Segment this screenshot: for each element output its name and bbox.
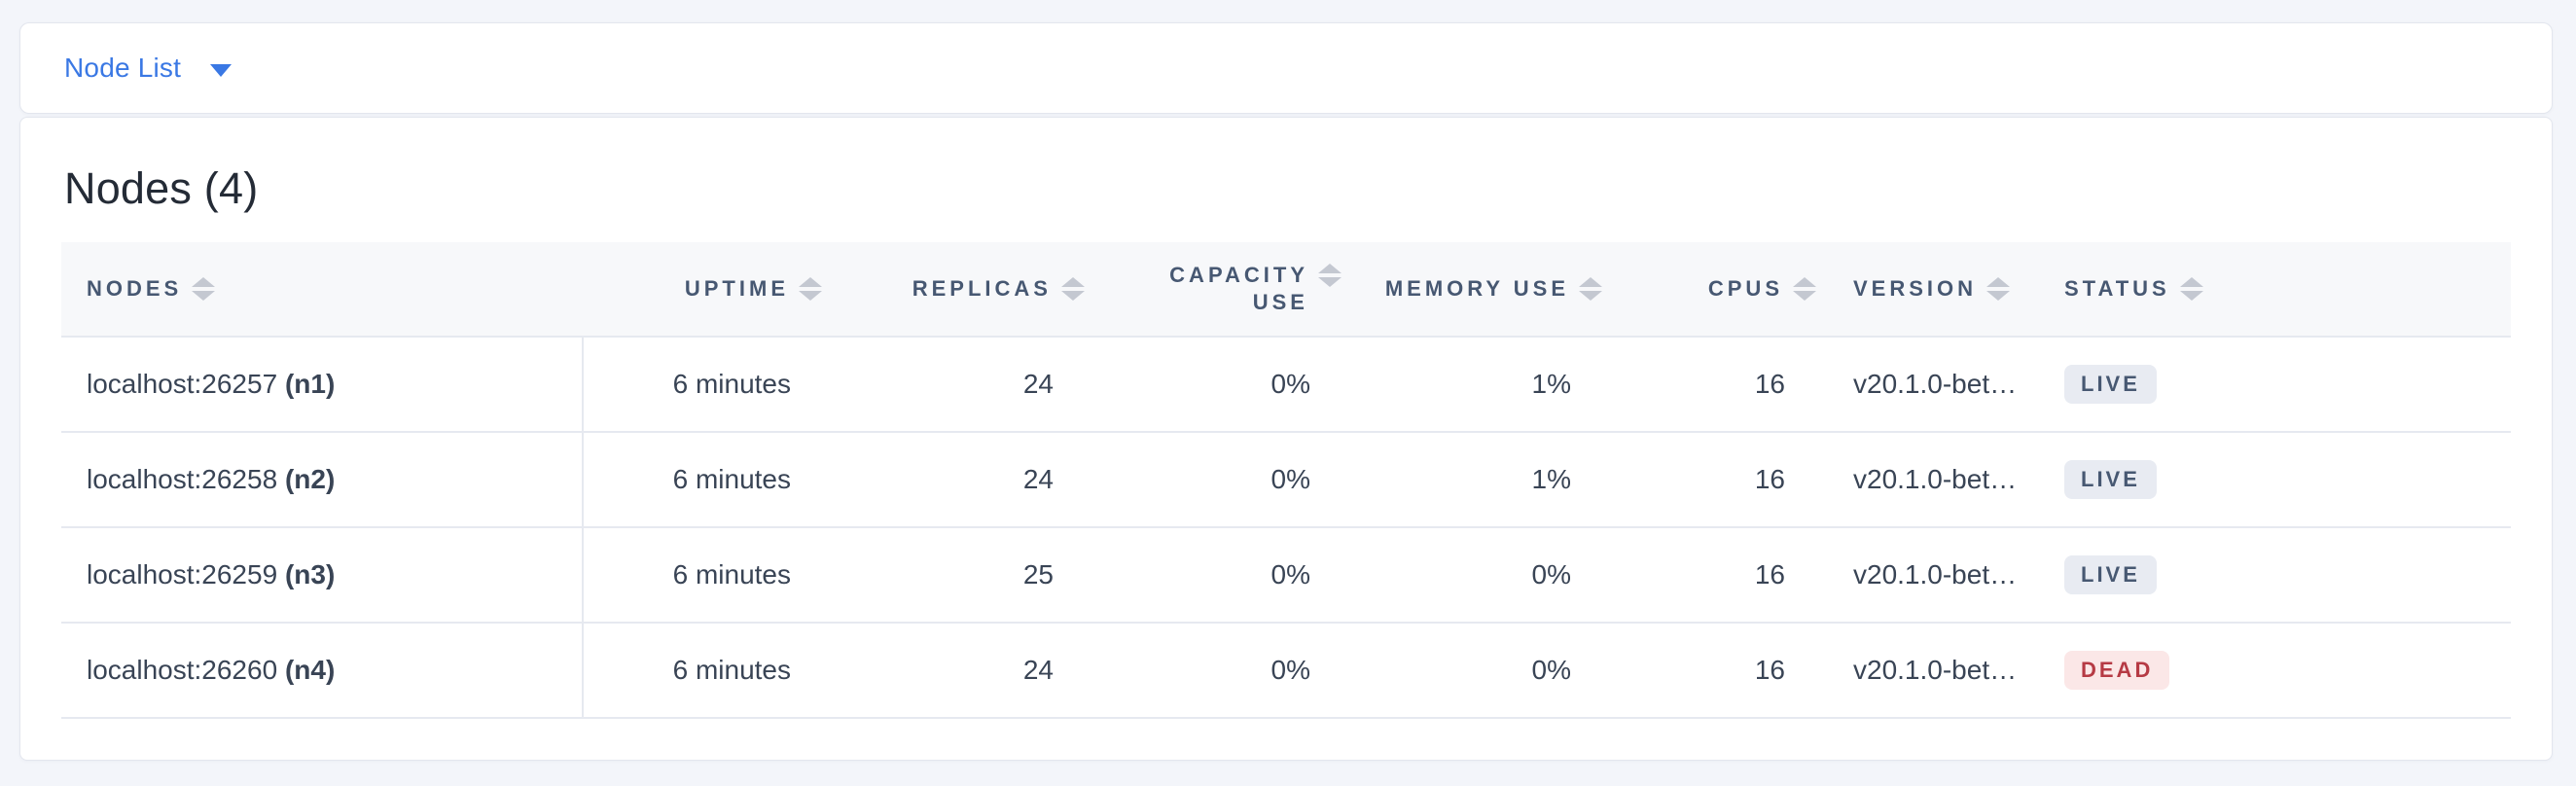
node-id: (n3): [284, 559, 336, 590]
sort-icon[interactable]: [1579, 277, 1602, 301]
column-header-memory-use[interactable]: MEMORY USE: [1359, 242, 1620, 338]
node-cell: localhost:26259 (n3): [61, 527, 584, 624]
column-header-status[interactable]: STATUS: [2048, 242, 2511, 338]
status-badge: LIVE: [2064, 365, 2157, 404]
version-cell: v20.1.0-bet…: [1834, 337, 2048, 433]
capacity-use-cell: 0%: [1102, 623, 1359, 719]
sort-icon[interactable]: [2179, 277, 2203, 301]
node-address-link[interactable]: localhost:26259: [87, 559, 278, 590]
table-row: localhost:26259 (n3) 6 minutes 25 0% 0% …: [61, 527, 2511, 624]
node-cell: localhost:26257 (n1): [61, 337, 584, 433]
node-cell: localhost:26260 (n4): [61, 623, 584, 719]
version-cell: v20.1.0-bet…: [1834, 623, 2048, 719]
status-cell: DEAD: [2048, 623, 2511, 719]
node-cell: localhost:26258 (n2): [61, 432, 584, 528]
uptime-cell: 6 minutes: [583, 432, 840, 528]
nodes-table: NODES UPTIME REPLICAS CAPACITY USE MEMOR…: [61, 242, 2511, 719]
sort-icon[interactable]: [799, 277, 822, 301]
table-row: localhost:26257 (n1) 6 minutes 24 0% 1% …: [61, 337, 2511, 433]
replicas-cell: 24: [840, 432, 1102, 528]
caret-down-icon: [210, 63, 233, 77]
node-address-link[interactable]: localhost:26260: [87, 655, 278, 685]
sort-icon[interactable]: [1061, 277, 1085, 301]
capacity-use-cell: 0%: [1102, 432, 1359, 528]
sort-icon[interactable]: [192, 277, 216, 301]
table-row: localhost:26260 (n4) 6 minutes 24 0% 0% …: [61, 623, 2511, 719]
column-header-uptime[interactable]: UPTIME: [583, 242, 840, 338]
cpus-cell: 16: [1620, 337, 1834, 433]
version-cell: v20.1.0-bet…: [1834, 432, 2048, 528]
replicas-cell: 24: [840, 623, 1102, 719]
replicas-cell: 24: [840, 337, 1102, 433]
node-id: (n1): [284, 369, 336, 399]
cpus-cell: 16: [1620, 623, 1834, 719]
sort-icon[interactable]: [1986, 277, 2011, 301]
replicas-cell: 25: [840, 527, 1102, 624]
memory-use-cell: 1%: [1359, 432, 1620, 528]
status-cell: LIVE: [2048, 337, 2511, 433]
status-badge: LIVE: [2064, 460, 2157, 499]
status-cell: LIVE: [2048, 432, 2511, 528]
cpus-cell: 16: [1620, 527, 1834, 624]
nodes-table-wrap: NODES UPTIME REPLICAS CAPACITY USE MEMOR…: [61, 242, 2511, 719]
table-header-row: NODES UPTIME REPLICAS CAPACITY USE MEMOR…: [61, 242, 2511, 338]
status-badge: DEAD: [2064, 651, 2170, 690]
cpus-cell: 16: [1620, 432, 1834, 528]
nodes-card: Nodes (4) NODES UPTIME REPLICAS: [19, 117, 2553, 761]
status-badge: LIVE: [2064, 555, 2157, 594]
memory-use-cell: 0%: [1359, 623, 1620, 719]
node-id: (n2): [284, 464, 336, 494]
memory-use-cell: 1%: [1359, 337, 1620, 433]
node-list-dropdown[interactable]: Node List: [64, 53, 233, 84]
uptime-cell: 6 minutes: [583, 527, 840, 624]
node-list-dropdown-label: Node List: [64, 53, 182, 83]
uptime-cell: 6 minutes: [583, 337, 840, 433]
column-header-replicas[interactable]: REPLICAS: [840, 242, 1102, 338]
node-id: (n4): [284, 655, 336, 685]
uptime-cell: 6 minutes: [583, 623, 840, 719]
sort-icon[interactable]: [1318, 264, 1342, 287]
sort-icon[interactable]: [1793, 277, 1816, 301]
node-address-link[interactable]: localhost:26258: [87, 464, 278, 494]
column-header-cpus[interactable]: CPUS: [1620, 242, 1834, 338]
node-address-link[interactable]: localhost:26257: [87, 369, 278, 399]
column-header-version[interactable]: VERSION: [1834, 242, 2048, 338]
view-selector-bar: Node List: [19, 22, 2553, 114]
memory-use-cell: 0%: [1359, 527, 1620, 624]
column-header-capacity-use[interactable]: CAPACITY USE: [1102, 242, 1359, 338]
version-cell: v20.1.0-bet…: [1834, 527, 2048, 624]
column-header-nodes[interactable]: NODES: [61, 242, 583, 338]
status-cell: LIVE: [2048, 527, 2511, 624]
page-title: Nodes (4): [64, 163, 259, 213]
capacity-use-cell: 0%: [1102, 337, 1359, 433]
table-row: localhost:26258 (n2) 6 minutes 24 0% 1% …: [61, 432, 2511, 528]
capacity-use-cell: 0%: [1102, 527, 1359, 624]
